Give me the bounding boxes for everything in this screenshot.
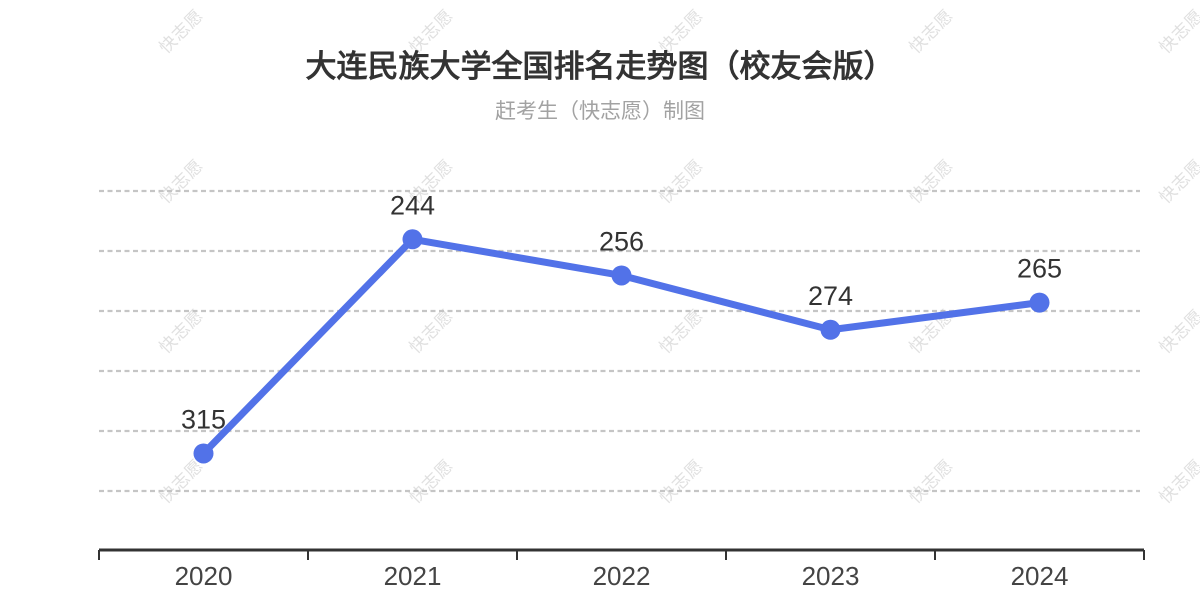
data-point-label: 244: [390, 190, 435, 220]
x-axis-label: 2020: [175, 561, 233, 591]
chart-title: 大连民族大学全国排名走势图（校友会版）: [305, 49, 895, 84]
data-point: [611, 265, 632, 286]
x-axis-label: 2021: [384, 561, 442, 591]
x-axis-label: 2024: [1011, 561, 1069, 591]
data-point: [820, 319, 841, 340]
data-point: [193, 443, 214, 464]
data-point-label: 256: [599, 226, 644, 256]
chart-subtitle: 赶考生（快志愿）制图: [495, 100, 705, 123]
x-axis-label: 2022: [593, 561, 651, 591]
data-point: [1029, 292, 1050, 313]
data-point: [402, 229, 423, 250]
data-point-label: 315: [181, 404, 226, 434]
data-point-label: 274: [808, 281, 853, 311]
x-axis-label: 2023: [802, 561, 860, 591]
data-point-label: 265: [1017, 254, 1062, 284]
